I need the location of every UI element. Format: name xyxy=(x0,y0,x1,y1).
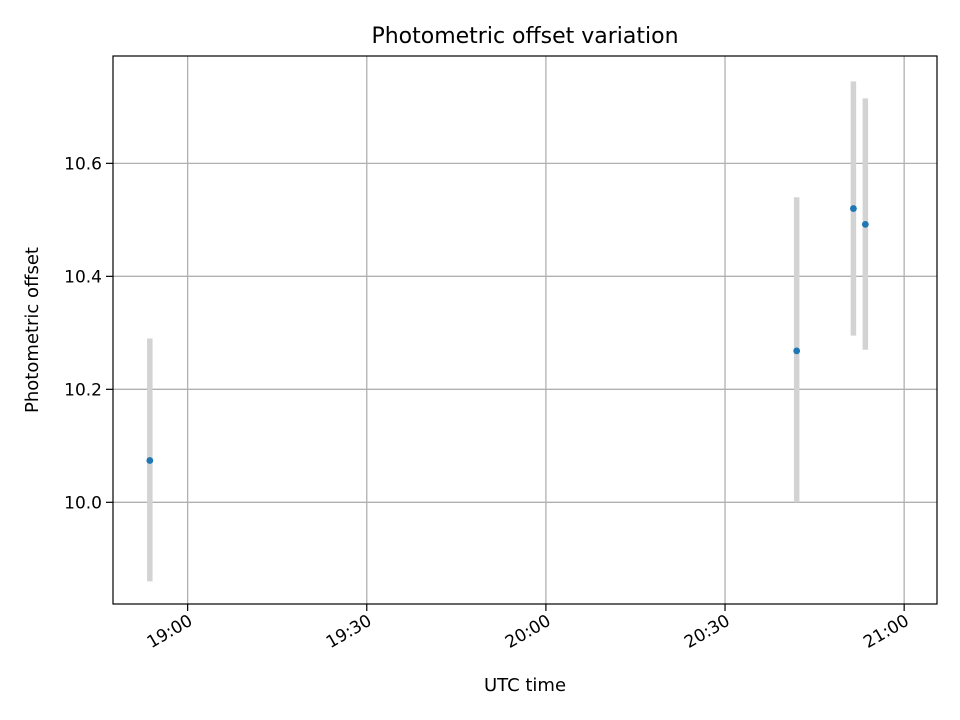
y-tick-label: 10.6 xyxy=(64,154,102,174)
data-points xyxy=(146,205,869,464)
data-point xyxy=(850,205,857,212)
grid xyxy=(113,56,937,604)
y-axis-label: Photometric offset xyxy=(22,247,43,413)
x-axis-label: UTC time xyxy=(484,675,566,696)
data-point xyxy=(793,347,801,355)
data-point xyxy=(861,220,869,228)
chart-title: Photometric offset variation xyxy=(371,24,678,49)
y-axis-ticks: 10.0 10.2 10.4 10.6 xyxy=(64,154,113,513)
y-tick-label: 10.4 xyxy=(64,267,102,287)
data-point xyxy=(146,457,154,464)
y-tick-label: 10.0 xyxy=(64,493,102,513)
plot-frame xyxy=(112,55,938,605)
y-tick-label: 10.2 xyxy=(64,380,102,400)
